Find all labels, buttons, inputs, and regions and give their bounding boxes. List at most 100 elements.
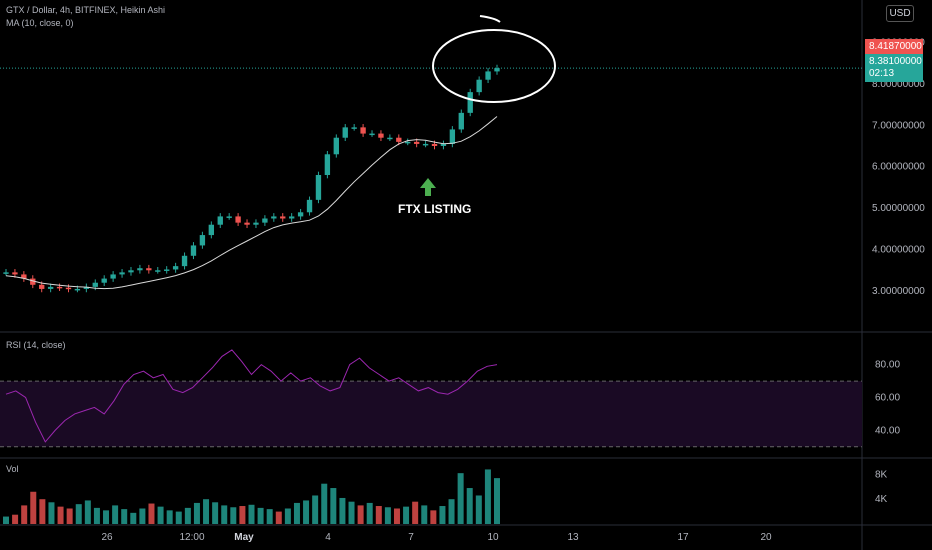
candle-body xyxy=(3,272,9,274)
volume-bar xyxy=(275,511,282,524)
candle-body xyxy=(476,79,482,93)
volume-bar xyxy=(212,502,219,524)
candle-body xyxy=(458,112,464,130)
price-tick-label: 8.00000000 xyxy=(872,79,925,90)
time-tick-label: 4 xyxy=(325,532,331,543)
volume-bar xyxy=(448,499,455,524)
volume-bar xyxy=(494,478,500,524)
price-tick-label: 3.00000000 xyxy=(872,286,925,297)
candle-body xyxy=(306,199,313,213)
candle-body xyxy=(422,143,429,146)
volume-bar xyxy=(339,497,346,524)
candle-body xyxy=(172,266,179,270)
candle-body xyxy=(369,133,375,136)
rsi-tick-label: 40.00 xyxy=(875,425,900,436)
vol-legend: Vol xyxy=(6,464,19,474)
rsi-tick-label: 60.00 xyxy=(875,393,900,404)
volume-bar xyxy=(239,506,246,524)
candle-body xyxy=(467,92,473,113)
time-tick-label: 17 xyxy=(677,532,689,543)
volume-bar xyxy=(221,505,228,524)
candle-body xyxy=(65,287,72,290)
volume-bar xyxy=(193,502,200,524)
price-tick-label: 6.00000000 xyxy=(872,162,925,173)
candle-body xyxy=(208,224,215,236)
candle-body xyxy=(217,216,223,225)
ma-line xyxy=(5,116,498,290)
volume-bar xyxy=(466,488,473,524)
candle-body xyxy=(83,286,90,289)
volume-bar xyxy=(430,510,437,524)
volume-bar xyxy=(457,473,464,524)
rsi-band xyxy=(0,381,862,447)
ftx-listing-annotation: FTX LISTING xyxy=(398,202,472,216)
candle-body xyxy=(101,278,107,283)
candle-body xyxy=(413,141,420,144)
candle-body xyxy=(235,216,241,223)
candle-body xyxy=(244,222,250,225)
bar-countdown: 02:13 xyxy=(869,68,895,79)
candle-body xyxy=(164,269,170,271)
candle-body xyxy=(39,284,45,289)
volume-bar xyxy=(39,499,46,524)
volume-bar xyxy=(112,505,119,524)
volume-bar xyxy=(266,509,273,524)
volume-bar xyxy=(312,495,319,524)
volume-bar xyxy=(148,503,155,524)
volume-bar xyxy=(93,507,100,524)
candle-body xyxy=(128,270,134,273)
candle-body xyxy=(226,216,232,218)
vol-tick-label: 8K xyxy=(875,469,888,480)
candle-body xyxy=(333,137,339,155)
candle-body xyxy=(119,272,125,275)
volume-bar xyxy=(184,507,191,524)
volume-bar xyxy=(384,507,391,524)
volume-bar xyxy=(230,507,237,524)
candle-body xyxy=(396,137,402,142)
last-price-value: 8.38100000 xyxy=(869,56,922,67)
volume-bar xyxy=(30,491,37,524)
highlight-circle xyxy=(432,29,556,103)
candle-body xyxy=(199,235,206,246)
volume-bar xyxy=(375,506,382,524)
candle-body xyxy=(494,68,500,72)
volume-bar xyxy=(330,488,337,524)
candle-body xyxy=(21,274,27,279)
volume-bar xyxy=(484,469,491,524)
candle-body xyxy=(155,270,161,272)
candle-body xyxy=(405,141,411,144)
time-tick-label: 10 xyxy=(487,532,499,543)
candle-body xyxy=(253,222,259,225)
candle-body xyxy=(440,143,447,146)
rsi-legend: RSI (14, close) xyxy=(6,340,66,350)
rsi-tick-label: 80.00 xyxy=(875,360,900,371)
currency-button[interactable]: USD xyxy=(886,5,914,22)
volume-bar xyxy=(412,501,419,524)
volume-bar xyxy=(439,506,446,524)
candle-body xyxy=(324,154,331,175)
price-tick-label: 4.00000000 xyxy=(872,245,925,256)
candle-body xyxy=(387,137,393,140)
volume-bar xyxy=(12,514,19,524)
candle-body xyxy=(92,282,98,287)
candle-body xyxy=(110,274,116,279)
volume-bar xyxy=(393,508,400,524)
candle-body xyxy=(47,286,54,289)
price-tick-label: 5.00000000 xyxy=(872,203,925,214)
time-tick-label: 26 xyxy=(101,532,113,543)
volume-bar xyxy=(293,502,300,524)
candle-body xyxy=(30,278,36,285)
highlight-circle-tail xyxy=(479,15,501,23)
candle-body xyxy=(74,288,81,291)
volume-bar xyxy=(175,511,182,524)
volume-bar xyxy=(66,508,73,524)
candle-body xyxy=(146,268,152,271)
candle-body xyxy=(378,133,384,138)
volume-bar xyxy=(21,505,28,524)
time-tick-label: 12:00 xyxy=(179,532,204,543)
candle-body xyxy=(351,127,357,129)
candle-body xyxy=(342,127,348,138)
candle-body xyxy=(190,245,197,256)
rsi-line xyxy=(5,349,498,443)
